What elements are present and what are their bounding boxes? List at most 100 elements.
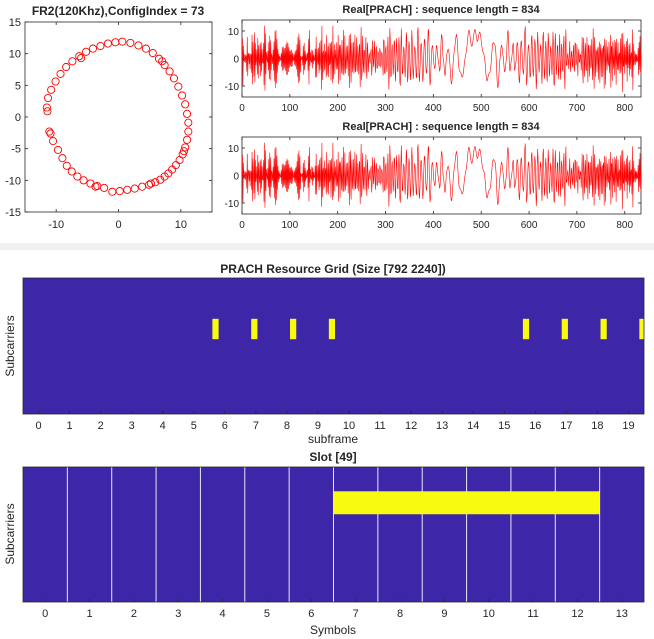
constellation-point (183, 109, 192, 118)
constellation-point (56, 69, 65, 78)
constellation-point (158, 57, 167, 66)
allocated-cell (639, 318, 644, 340)
constellation-point (49, 137, 58, 146)
signal-x-tick-label: 600 (521, 220, 538, 231)
slot-xlabel: Symbols (310, 623, 356, 637)
constellation-point (51, 77, 60, 86)
constellation-point (183, 135, 192, 144)
signal-1-series (241, 25, 642, 93)
signal-x-tick-label: 100 (281, 103, 298, 114)
signal-x-tick-label: 100 (281, 220, 298, 231)
signal-x-tick-label: 0 (239, 103, 245, 114)
grid-x-tick-label: 6 (222, 420, 228, 432)
constellation-y-tick-label: -15 (5, 207, 21, 219)
grid-x-tick-label: 13 (616, 608, 628, 620)
grid-x-tick-label: 17 (560, 420, 572, 432)
grid-x-tick-label: 11 (527, 608, 538, 620)
constellation-y-tick-label: -5 (11, 144, 21, 156)
grid-x-tick-label: 6 (308, 608, 314, 620)
resource-grid-ylabel: Subcarriers (3, 315, 17, 376)
grid-x-tick-label: 8 (397, 608, 403, 620)
grid-x-tick-label: 5 (191, 420, 197, 432)
constellation-point (184, 118, 193, 127)
constellation-point (179, 147, 188, 156)
grid-x-tick-label: 0 (42, 608, 48, 620)
constellation-point (91, 182, 100, 191)
constellation-x-tick-label: 10 (175, 219, 187, 231)
signal-x-tick-label: 400 (425, 220, 442, 231)
grid-x-tick-label: 11 (374, 420, 385, 432)
constellation-point (62, 161, 71, 170)
constellation-x-tick-label: 0 (115, 219, 121, 231)
constellation-point (181, 100, 190, 109)
constellation-y-ticks: 15 10 5 0 -5 -10 -15 (5, 17, 212, 219)
constellation-point (58, 154, 67, 163)
constellation-point (169, 74, 179, 83)
allocated-cell (290, 318, 297, 340)
top-figure: FR2(120Khz),ConfigIndex = 73 15 10 5 0 -5 -10… (0, 0, 654, 243)
constellation-point (82, 47, 91, 56)
grid-x-tick-label: 12 (405, 420, 417, 432)
signal-x-tick-label: 200 (329, 103, 346, 114)
signal-x-tick-label: 300 (377, 220, 394, 231)
constellation-point (108, 187, 117, 196)
signal-y-tick-label: 0 (233, 55, 239, 66)
constellation-point (146, 179, 155, 188)
signal-2-title: Real[PRACH] : sequence length = 834 (342, 121, 540, 133)
slot-cells (333, 491, 600, 515)
constellation-y-tick-label: 5 (15, 80, 21, 92)
allocated-cell (333, 491, 600, 515)
constellation-y-tick-label: 10 (9, 49, 21, 61)
grid-x-tick-label: 15 (498, 420, 510, 432)
grid-x-tick-label: 4 (220, 608, 226, 620)
slot-symbol-boundaries (66, 467, 601, 602)
signal-x-tick-label: 700 (569, 103, 586, 114)
signal-2-x-ticks: 0 100 200 300 400 500 600 700 800 (239, 137, 634, 231)
signal-y-tick-label: 10 (228, 144, 240, 155)
signal-x-tick-label: 500 (473, 103, 490, 114)
constellation-point (77, 54, 86, 63)
constellation-point (141, 44, 150, 53)
slot-axes: Slot [49] 0 1 2 3 4 5 6 7 8 9 10 11 12 13 Symbols Sub… (3, 450, 645, 637)
grid-x-tick-label: 10 (343, 420, 355, 432)
top-figure-canvas: FR2(120Khz),ConfigIndex = 73 15 10 5 0 -5 -10… (5, 4, 642, 231)
constellation-point (178, 91, 187, 100)
signal-x-tick-label: 600 (521, 103, 538, 114)
constellation-point (88, 44, 97, 53)
constellation-point (47, 85, 56, 94)
resource-grid-cells (212, 318, 644, 340)
constellation-point (138, 182, 147, 191)
resource-grid-x-ticks: 0 1 2 3 4 5 6 7 8 9 10 11 12 13 14 15 16 17 18 19 (35, 411, 635, 432)
signal-x-tick-label: 200 (329, 220, 346, 231)
constellation-point (53, 145, 63, 154)
grid-x-tick-label: 14 (467, 420, 479, 432)
grid-x-tick-label: 18 (591, 420, 603, 432)
grid-x-tick-label: 0 (35, 420, 41, 432)
signal-x-tick-label: 800 (616, 220, 633, 231)
constellation-points (42, 37, 193, 196)
allocated-cell (328, 318, 336, 340)
grid-x-tick-label: 2 (98, 420, 104, 432)
constellation-point (43, 107, 52, 116)
constellation-point (130, 184, 139, 193)
constellation-point (68, 57, 77, 66)
constellation-point (174, 82, 183, 91)
grid-x-tick-label: 1 (67, 420, 73, 432)
grid-x-tick-label: 9 (315, 420, 321, 432)
constellation-x-tick-label: -10 (48, 219, 64, 231)
bottom-figure-canvas: PRACH Resource Grid (Size [792 2240]) 0 1… (3, 262, 645, 637)
resource-grid-frame (22, 277, 645, 415)
allocated-cell (251, 318, 258, 340)
constellation-point (165, 67, 174, 76)
constellation-point (184, 127, 193, 136)
grid-x-tick-label: 9 (441, 608, 447, 620)
signal-x-tick-label: 400 (425, 103, 442, 114)
allocated-cell (600, 318, 607, 340)
grid-x-tick-label: 1 (86, 608, 92, 620)
constellation-point (45, 127, 54, 136)
signal-x-tick-label: 500 (473, 220, 490, 231)
constellation-y-tick-label: -10 (5, 175, 21, 187)
resource-grid-background (23, 278, 644, 414)
grid-x-tick-label: 2 (131, 608, 137, 620)
constellation-point (118, 37, 127, 46)
